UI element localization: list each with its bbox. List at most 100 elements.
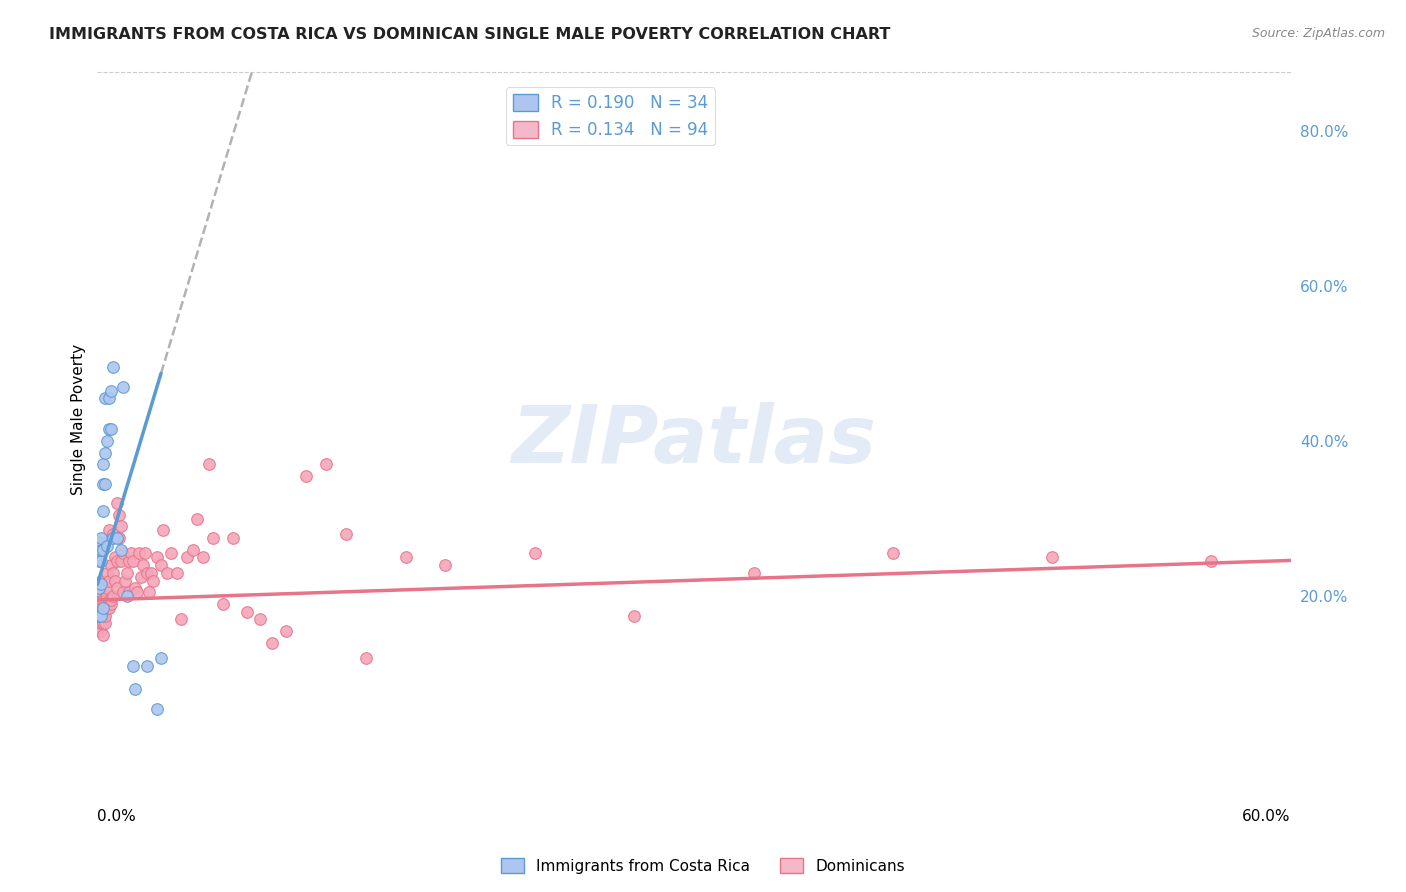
Point [89,534,111,549]
Point [170,612,193,626]
Point [98,593,121,607]
Point [262,635,284,649]
Point [98,523,121,537]
Point [90,554,112,568]
Point [115,589,138,603]
Point [98,391,121,405]
Point [91,476,114,491]
Point [89,616,111,631]
Point [105,554,128,568]
Point [91,600,114,615]
Point [110,542,132,557]
Point [94,616,117,631]
Point [94,593,117,607]
Point [211,597,233,611]
Point [152,523,174,537]
Point [249,612,271,626]
Point [138,585,160,599]
Point [105,531,128,545]
Point [112,546,135,560]
Point [434,558,457,573]
Point [90,616,112,631]
Point [124,582,146,596]
Point [882,546,904,560]
Point [114,574,136,588]
Point [150,651,173,665]
Point [110,554,132,568]
Point [91,457,114,471]
Point [89,608,111,623]
Point [276,624,298,638]
Point [98,574,121,588]
Point [146,550,169,565]
Point [96,434,118,448]
Point [94,445,117,459]
Point [90,577,112,591]
Point [104,550,127,565]
Point [128,546,150,560]
Point [105,582,128,596]
Point [90,542,112,557]
Point [91,542,114,557]
Point [120,546,142,560]
Point [335,527,357,541]
Point [103,589,125,603]
Point [112,585,135,599]
Point [94,391,117,405]
Point [91,616,114,631]
Point [124,682,146,697]
Point [110,519,132,533]
Point [91,600,114,615]
Point [127,585,149,599]
Point [186,511,208,525]
Point [108,508,131,522]
Point [118,585,141,599]
Point [139,566,162,580]
Point [523,546,546,560]
Point [100,384,122,398]
Point [89,582,111,596]
Point [142,574,165,588]
Point [221,531,243,545]
Point [103,566,125,580]
Point [91,593,114,607]
Point [1040,550,1063,565]
Text: 60.0%: 60.0% [1241,809,1291,824]
Point [89,597,111,611]
Point [90,593,112,607]
Text: 0.0%: 0.0% [97,809,136,824]
Point [134,546,156,560]
Point [91,628,114,642]
Point [94,608,117,623]
Point [176,550,198,565]
Point [89,624,111,638]
Point [1199,554,1222,568]
Point [100,422,122,436]
Point [623,608,645,623]
Point [96,600,118,615]
Point [156,566,179,580]
Point [94,600,117,615]
Point [96,566,118,580]
Point [136,566,159,580]
Text: ZIPatlas: ZIPatlas [512,401,876,480]
Point [122,659,145,673]
Point [98,422,121,436]
Point [89,554,111,568]
Point [91,608,114,623]
Point [100,531,122,545]
Point [103,531,125,545]
Point [354,651,377,665]
Point [115,566,138,580]
Point [96,582,118,596]
Point [90,531,112,545]
Point [394,550,416,565]
Point [90,574,112,588]
Point [90,585,112,599]
Point [181,542,204,557]
Point [96,589,118,603]
Point [191,550,214,565]
Point [197,457,219,471]
Point [90,608,112,623]
Point [150,558,173,573]
